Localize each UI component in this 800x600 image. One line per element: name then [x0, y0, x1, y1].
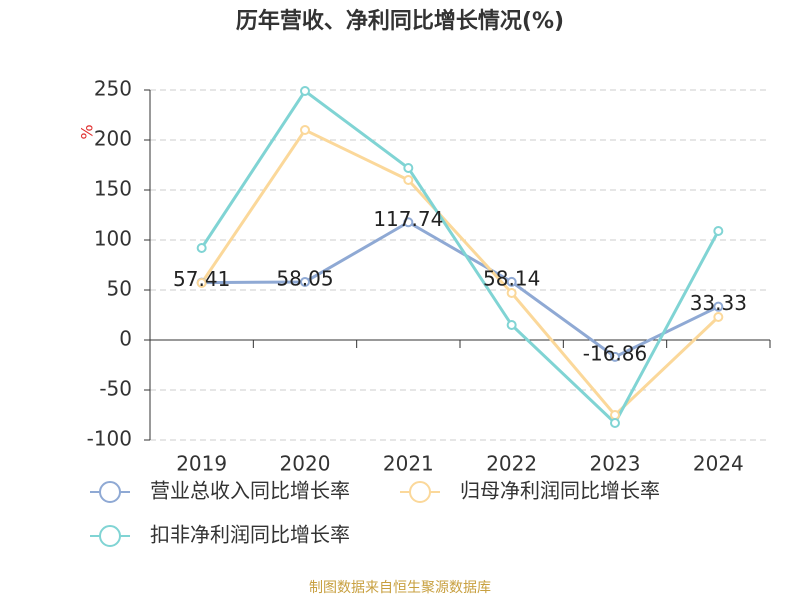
legend-label: 营业总收入同比增长率	[150, 479, 350, 503]
point	[713, 312, 724, 322]
point	[506, 276, 517, 287]
x-tick-label: 2019	[176, 452, 227, 476]
x-tick-label: 2024	[693, 452, 744, 476]
point	[196, 243, 207, 253]
y-tick-label: 50	[107, 277, 132, 301]
point	[610, 351, 620, 362]
point	[196, 278, 207, 288]
point	[403, 217, 414, 228]
point	[610, 418, 620, 428]
legend-marker	[99, 525, 121, 547]
y-tick-label: 200	[94, 127, 132, 151]
point	[300, 125, 310, 135]
y-tick-label: 100	[94, 227, 132, 251]
data-label: -16.86	[583, 341, 647, 365]
data-label: 58.14	[483, 266, 540, 290]
x-tick-label: 2021	[383, 452, 434, 476]
point	[506, 320, 517, 330]
data-label: 58.05	[276, 266, 333, 290]
data-label: 117.74	[373, 207, 443, 231]
series-line	[200, 128, 720, 418]
legend-label: 扣非净利润同比增长率	[150, 523, 350, 547]
y-tick-label: 0	[119, 327, 132, 351]
point	[713, 301, 724, 312]
legend-label: 归母净利润同比增长率	[460, 479, 660, 503]
point	[300, 276, 310, 287]
source: 制图数据来自恒生聚源数据库	[309, 580, 491, 596]
point	[610, 410, 620, 420]
point	[506, 288, 517, 298]
legend-marker	[99, 481, 121, 503]
series-line	[201, 220, 719, 359]
point	[713, 226, 724, 236]
x-tick-label: 2020	[280, 452, 331, 476]
y-tick-label: -100	[87, 427, 132, 451]
y-tick-label: 250	[94, 77, 132, 101]
point	[300, 86, 310, 96]
x-tick-label: 2022	[486, 452, 537, 476]
y-axis-label: %	[78, 124, 97, 139]
chart-title: 历年营收、净利同比增长情况(%)	[236, 8, 564, 34]
point	[403, 175, 414, 185]
series-line	[200, 88, 720, 426]
x-tick-label: 2023	[590, 452, 641, 476]
data-label: 57.41	[173, 267, 230, 291]
y-tick-label: -50	[99, 377, 132, 401]
y-tick-label: 150	[94, 177, 132, 201]
point	[403, 163, 414, 173]
data-label: 33.33	[690, 291, 747, 315]
legend-marker	[409, 481, 431, 503]
